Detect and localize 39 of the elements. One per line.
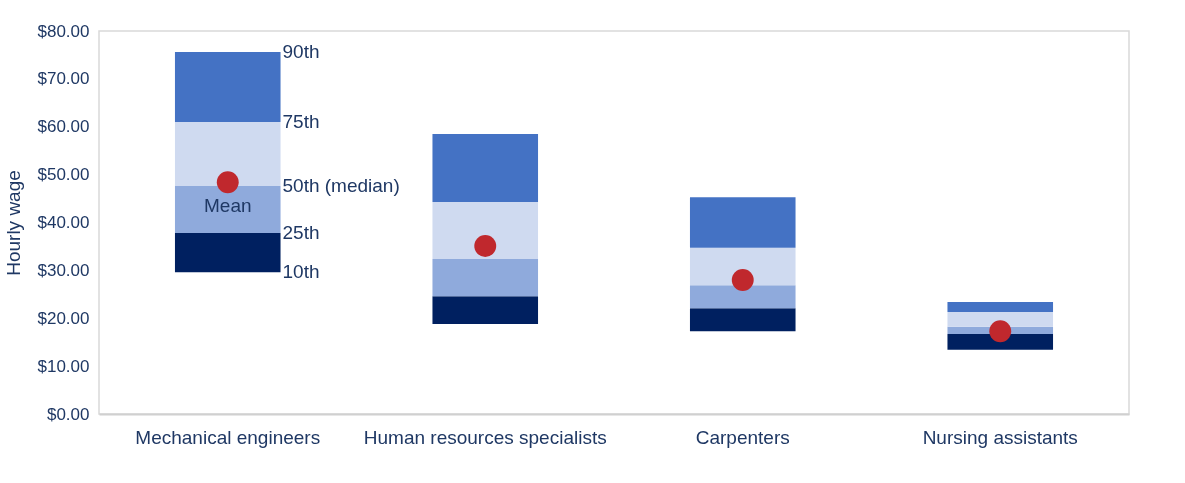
bar — [947, 312, 1054, 327]
y-tick-label: $20.00 — [37, 308, 90, 328]
y-tick-label: $30.00 — [37, 260, 90, 280]
annotation: 10th — [282, 261, 320, 283]
bar — [432, 258, 539, 297]
x-tick-label: Nursing assistants — [922, 426, 1078, 448]
bar — [432, 133, 539, 202]
bar — [689, 197, 796, 248]
y-tick-label: $60.00 — [37, 117, 90, 137]
bar — [174, 186, 281, 234]
point — [731, 269, 754, 291]
annotation: 25th — [282, 222, 320, 244]
y-tick-label: $10.00 — [37, 356, 90, 376]
point — [474, 235, 497, 257]
series-label: Mean — [203, 195, 252, 217]
bar — [432, 296, 539, 324]
annotation: 90th — [282, 41, 320, 63]
bar — [689, 308, 796, 332]
bar — [947, 334, 1054, 350]
x-tick-label: Human resources specialists — [363, 426, 607, 448]
bar — [689, 285, 796, 309]
y-tick-label: $50.00 — [37, 165, 90, 185]
x-tick-label: Carpenters — [695, 426, 790, 448]
annotation: 50th (median) — [282, 175, 400, 197]
bar — [689, 247, 796, 286]
y-axis-title: Hourly wage — [2, 170, 24, 276]
x-tick-label: Mechanical engineers — [135, 426, 321, 448]
bar — [174, 52, 281, 122]
annotation: 75th — [282, 110, 320, 132]
y-tick-label: $70.00 — [37, 69, 90, 89]
bar — [432, 201, 539, 259]
y-tick-label: $40.00 — [37, 213, 90, 232]
bar — [174, 233, 281, 273]
y-tick-label: $80.00 — [37, 21, 90, 41]
point — [989, 320, 1012, 343]
point — [216, 171, 239, 194]
y-tick-label: $0.00 — [46, 404, 90, 424]
bar — [174, 121, 281, 187]
bar — [947, 301, 1054, 313]
